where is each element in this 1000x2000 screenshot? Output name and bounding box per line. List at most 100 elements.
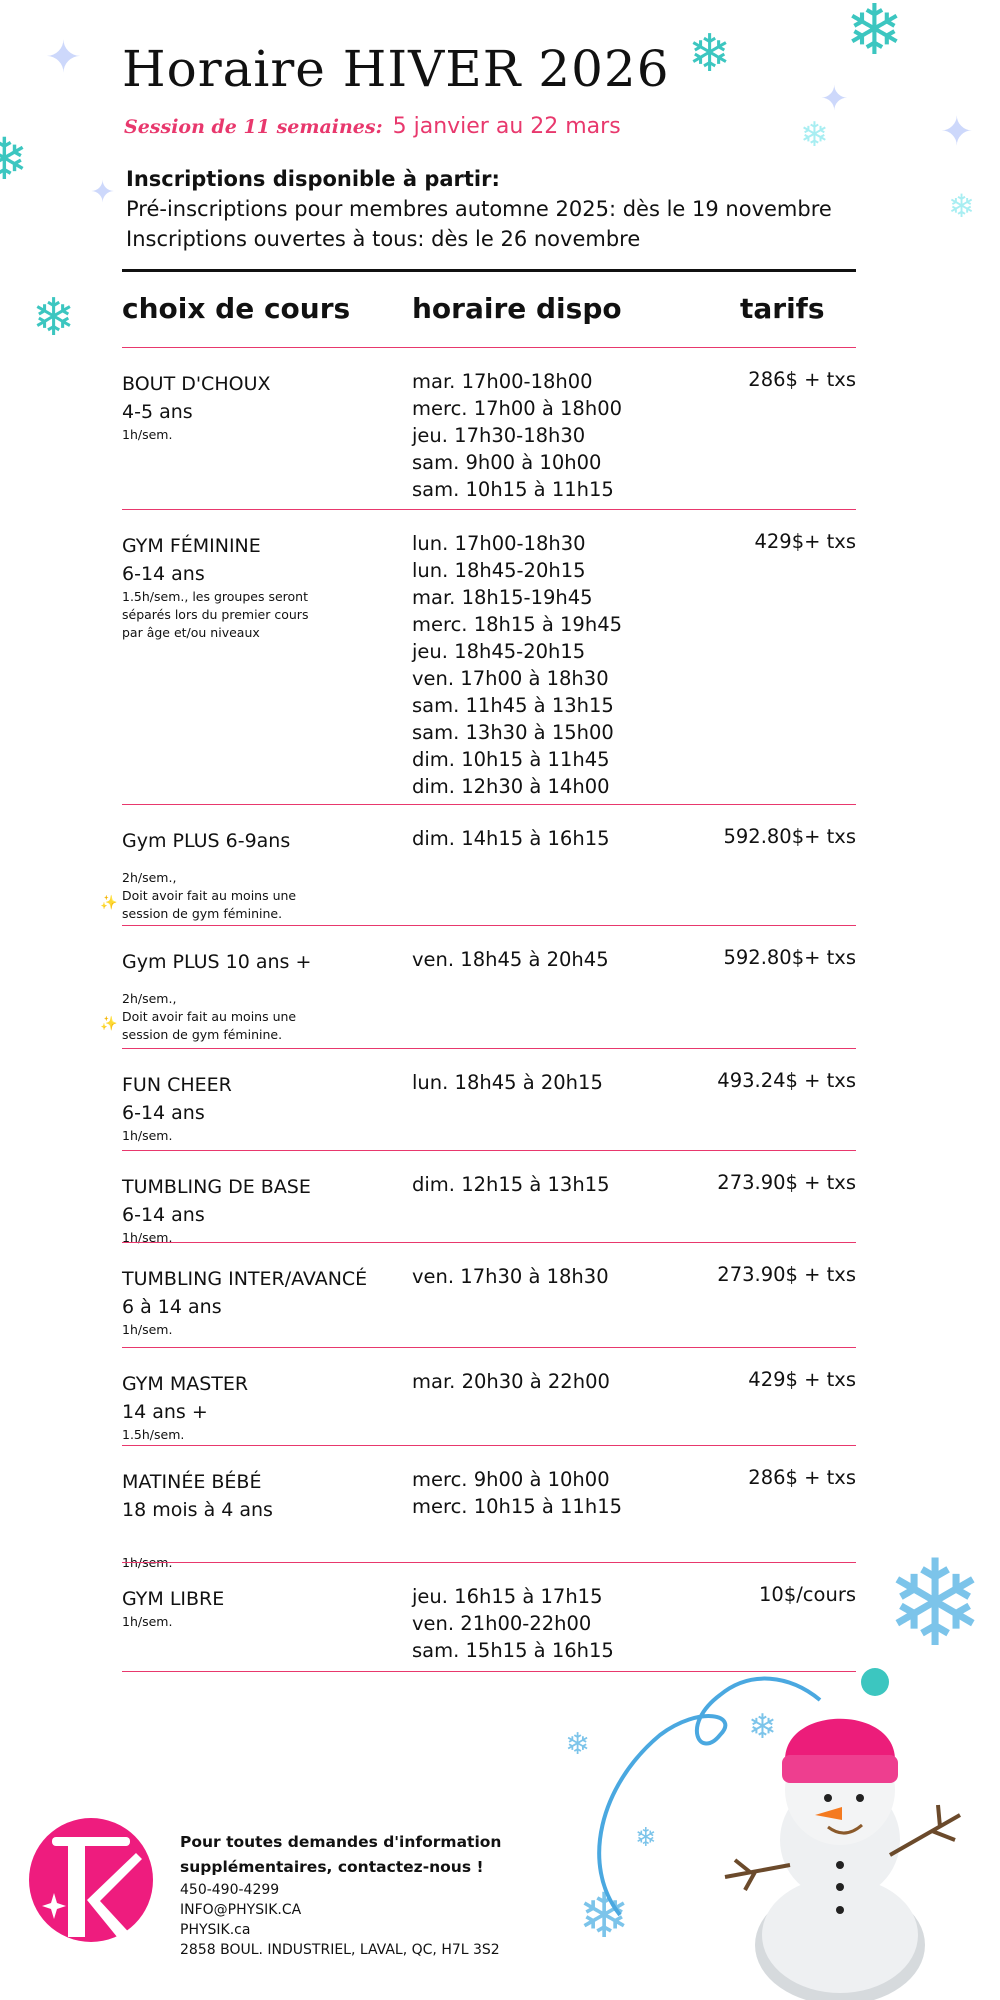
snowflake-icon: ❄: [32, 288, 76, 348]
star-icon: ✦: [45, 32, 82, 83]
course-price: 286$ + txs: [748, 1466, 856, 1489]
course-note-line: 1.5h/sem.: [122, 1427, 185, 1442]
course-name: GYM MASTER 14 ans + 1.5h/sem.: [122, 1370, 402, 1444]
contact-address: 2858 BOUL. INDUSTRIEL, LAVAL, QC, H7L 3S…: [180, 1942, 500, 1958]
course-note: 1h/sem.: [122, 1554, 402, 1572]
course-name: BOUT D'CHOUX 4-5 ans 1h/sem.: [122, 370, 402, 444]
course-price: 273.90$ + txs: [717, 1263, 856, 1286]
course-price: 429$+ txs: [754, 530, 856, 553]
course-name: FUN CHEER 6-14 ans 1h/sem.: [122, 1071, 402, 1145]
course-price: 429$ + txs: [748, 1368, 856, 1391]
contact-email[interactable]: INFO@PHYSIK.CA: [180, 1902, 302, 1918]
course-name: Gym PLUS 6-9ans 2h/sem., Doit avoir fait a…: [100, 827, 402, 923]
course-schedule: ven. 17h30 à 18h30: [412, 1263, 609, 1290]
course-name-line: 6-14 ans: [122, 563, 205, 585]
table-bottom-divider: [122, 1671, 856, 1672]
table-row: GYM MASTER 14 ans + 1.5h/sem. mar. 20h30 à …: [122, 1347, 856, 1442]
table-row: Gym PLUS 10 ans + 2h/sem., Doit avoir fait…: [100, 925, 856, 1042]
schedule-slot: merc. 18h15 à 19h45: [412, 613, 623, 636]
contact-heading: Pour toutes demandes d'information: [180, 1833, 502, 1851]
schedule-slot: jeu. 17h30-18h30: [412, 424, 586, 447]
course-schedule: mar. 17h00-18h00 merc. 17h00 à 18h00 jeu. …: [412, 368, 622, 503]
course-name-line: MATINÉE BÉBÉ: [122, 1471, 262, 1493]
course-name-line: FUN CHEER: [122, 1074, 232, 1096]
table-row: Gym PLUS 6-9ans 2h/sem., Doit avoir fait a…: [100, 804, 856, 921]
course-note: 1.5h/sem.: [122, 1426, 402, 1444]
schedule-slot: mar. 20h30 à 22h00: [412, 1370, 610, 1393]
schedule-slot: mar. 18h15-19h45: [412, 586, 593, 609]
course-note-line: 1h/sem.: [122, 1555, 173, 1570]
course-name: GYM LIBRE 1h/sem.: [122, 1585, 402, 1631]
course-schedule: dim. 12h15 à 13h15: [412, 1171, 610, 1198]
physik-logo: [29, 1818, 153, 1943]
schedule-slot: mar. 17h00-18h00: [412, 370, 593, 393]
course-note-line: Doit avoir fait au moins une: [122, 1009, 297, 1024]
course-schedule: merc. 9h00 à 10h00 merc. 10h15 à 11h15: [412, 1466, 622, 1520]
snowflake-icon: ❄: [845, 0, 904, 71]
course-name: TUMBLING INTER/AVANCÉ 6 à 14 ans 1h/sem.: [122, 1265, 402, 1339]
schedule-slot: lun. 17h00-18h30: [412, 532, 586, 555]
schedule-slot: ven. 18h45 à 20h45: [412, 948, 609, 971]
course-price: 286$ + txs: [748, 368, 856, 391]
schedule-slot: lun. 18h45 à 20h15: [412, 1071, 603, 1094]
schedule-slot: merc. 10h15 à 11h15: [412, 1495, 623, 1518]
schedule-slot: sam. 10h15 à 11h15: [412, 478, 614, 501]
contact-phone[interactable]: 450-490-4299: [180, 1882, 280, 1898]
course-note: 1h/sem.: [122, 1321, 402, 1339]
course-note: 2h/sem., Doit avoir fait au moins une sess…: [100, 990, 402, 1044]
table-row: GYM FÉMININE 6-14 ans 1.5h/sem., les group…: [122, 509, 856, 798]
course-name: MATINÉE BÉBÉ 18 mois à 4 ans 1h/sem.: [122, 1468, 402, 1572]
schedule-slot: sam. 11h45 à 13h15: [412, 694, 614, 717]
star-icon: ✦: [940, 109, 974, 155]
snowflake-icon: ❄: [885, 1535, 986, 1674]
course-name: TUMBLING DE BASE 6-14 ans 1h/sem.: [122, 1173, 402, 1247]
course-note: 1h/sem.: [122, 1613, 402, 1631]
snowman-illustration: [597, 1668, 961, 2000]
snowflake-icon: ❄: [565, 1727, 591, 1762]
course-note-line: 1.5h/sem., les groupes seront: [122, 589, 308, 604]
schedule-slot: sam. 9h00 à 10h00: [412, 451, 602, 474]
course-note: 1h/sem.: [122, 1229, 402, 1247]
snowflake-icon: ❄: [0, 125, 29, 193]
session-dates: 5 janvier au 22 mars: [392, 114, 621, 139]
schedule-slot: merc. 9h00 à 10h00: [412, 1468, 610, 1491]
course-note-line: session de gym féminine.: [122, 1027, 283, 1042]
course-name-line: 18 mois à 4 ans: [122, 1499, 273, 1521]
course-name-line: Gym PLUS 6-9ans: [122, 830, 291, 852]
course-note-line: par âge et/ou niveaux: [122, 625, 260, 640]
schedule-slot: lun. 18h45-20h15: [412, 559, 586, 582]
header-divider: [122, 269, 856, 272]
schedule-slot: jeu. 16h15 à 17h15: [412, 1585, 603, 1608]
column-header-schedule: horaire dispo: [412, 292, 622, 325]
course-price: 273.90$ + txs: [717, 1171, 856, 1194]
contact-heading: supplémentaires, contactez-nous !: [180, 1858, 484, 1876]
course-note-line: 1h/sem.: [122, 1322, 173, 1337]
course-schedule: jeu. 16h15 à 17h15 ven. 21h00-22h00 sam. 1…: [412, 1583, 614, 1664]
course-name-line: 6 à 14 ans: [122, 1296, 222, 1318]
contact-website[interactable]: PHYSIK.ca: [180, 1922, 251, 1938]
sparkle-icon: ✨: [100, 895, 118, 911]
table-row: TUMBLING DE BASE 6-14 ans 1h/sem. dim. 12h1…: [122, 1150, 856, 1245]
course-name: GYM FÉMININE 6-14 ans 1.5h/sem., les group…: [122, 532, 402, 642]
table-row: FUN CHEER 6-14 ans 1h/sem. lun. 18h45 à 20h…: [122, 1048, 856, 1143]
table-row: MATINÉE BÉBÉ 18 mois à 4 ans 1h/sem. merc. …: [122, 1445, 856, 1570]
snowflake-icon: ❄: [688, 24, 732, 84]
course-schedule: mar. 20h30 à 22h00: [412, 1368, 610, 1395]
course-note-line: 1h/sem.: [122, 427, 173, 442]
table-row: BOUT D'CHOUX 4-5 ans 1h/sem. mar. 17h00-18h…: [122, 347, 856, 501]
course-name-line: TUMBLING INTER/AVANCÉ: [122, 1268, 368, 1290]
column-header-price: tarifs: [740, 292, 825, 325]
schedule-slot: dim. 14h15 à 16h15: [412, 827, 610, 850]
course-note: 1.5h/sem., les groupes seront séparés lor…: [122, 588, 402, 642]
course-note-line: 1h/sem.: [122, 1230, 173, 1245]
schedule-slot: jeu. 18h45-20h15: [412, 640, 586, 663]
schedule-slot: dim. 10h15 à 11h45: [412, 748, 610, 771]
snowflake-icon: ❄: [635, 1823, 657, 1853]
schedule-slot: dim. 12h30 à 14h00: [412, 775, 610, 798]
course-note: 1h/sem.: [122, 426, 402, 444]
course-schedule: lun. 17h00-18h30 lun. 18h45-20h15 mar. 18h…: [412, 530, 622, 800]
snowflake-icon: ❄: [578, 1879, 630, 1952]
table-row: TUMBLING INTER/AVANCÉ 6 à 14 ans 1h/sem. ve…: [122, 1242, 856, 1337]
registration-line: Inscriptions ouvertes à tous: dès le 26 …: [126, 227, 641, 251]
sparkle-icon: ✨: [100, 1016, 118, 1032]
